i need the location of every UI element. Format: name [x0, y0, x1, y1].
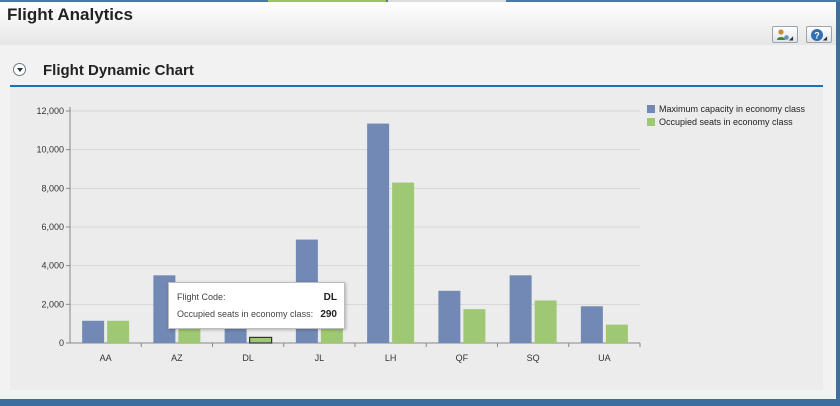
bar-occupied-seats [107, 320, 130, 343]
bar-occupied-seats [534, 300, 557, 343]
y-tick-label: 12,000 [36, 106, 64, 116]
bar-max-capacity [509, 275, 532, 343]
x-tick-label: DL [242, 353, 254, 363]
bar-max-capacity [367, 123, 390, 343]
bar-occupied-seats [605, 324, 628, 343]
bottom-window-strip [0, 399, 840, 406]
legend-label: Maximum capacity in economy class [659, 104, 806, 114]
x-tick-label: AZ [171, 353, 183, 363]
y-tick-label: 2,000 [41, 299, 64, 309]
y-tick-label: 4,000 [41, 261, 64, 271]
bar-max-capacity [438, 290, 461, 343]
y-tick-label: 0 [59, 338, 64, 348]
x-tick-label: LH [385, 353, 397, 363]
chart-container: 0 2,000 4,000 6,000 8,000 10,000 12,000 AA AZ DL J… [10, 87, 823, 390]
app-header: Flight Analytics ? [0, 2, 840, 45]
bar-occupied-seats [392, 182, 415, 343]
bar-occupied-seats [463, 309, 486, 343]
x-tick-label: UA [598, 353, 611, 363]
top-accent-segment [388, 0, 506, 2]
tooltip-value: DL [323, 292, 337, 303]
legend-label: Occupied seats in economy class [659, 117, 793, 127]
tooltip-value: 290 [320, 309, 337, 320]
main-content: Flight Dynamic Chart 0 2,000 4,000 6,000 8,0… [0, 45, 840, 399]
bar-max-capacity [580, 306, 603, 343]
x-tick-label: AA [100, 353, 112, 363]
y-tick-label: 8,000 [41, 183, 64, 193]
bar-chart: 0 2,000 4,000 6,000 8,000 10,000 12,000 AA AZ DL J… [36, 104, 806, 363]
legend-swatch [647, 105, 655, 113]
collapse-icon[interactable] [13, 63, 26, 76]
y-tick-label: 6,000 [41, 222, 64, 232]
personalize-button[interactable] [772, 26, 798, 43]
person-settings-icon [777, 29, 789, 40]
y-tick-label: 10,000 [36, 145, 64, 155]
top-accent-segment [268, 0, 386, 2]
legend-swatch [647, 118, 655, 126]
bar-max-capacity [82, 320, 105, 343]
x-tick-label: SQ [527, 353, 540, 363]
x-tick-label: JL [315, 353, 325, 363]
panel-header: Flight Dynamic Chart [10, 57, 823, 87]
help-button[interactable]: ? [806, 26, 832, 43]
app-title: Flight Analytics [7, 5, 133, 24]
tooltip-label: Flight Code: [177, 292, 226, 302]
chart-tooltip: Flight Code: DL Occupied seats in econom… [168, 282, 345, 329]
panel-title: Flight Dynamic Chart [43, 62, 194, 79]
top-accent-line [0, 0, 840, 2]
x-tick-label: QF [456, 353, 469, 363]
bar-occupied-seats [249, 336, 273, 344]
tooltip-label: Occupied seats in economy class: [177, 309, 314, 319]
help-icon: ? [811, 29, 823, 41]
svg-text:?: ? [814, 31, 820, 41]
